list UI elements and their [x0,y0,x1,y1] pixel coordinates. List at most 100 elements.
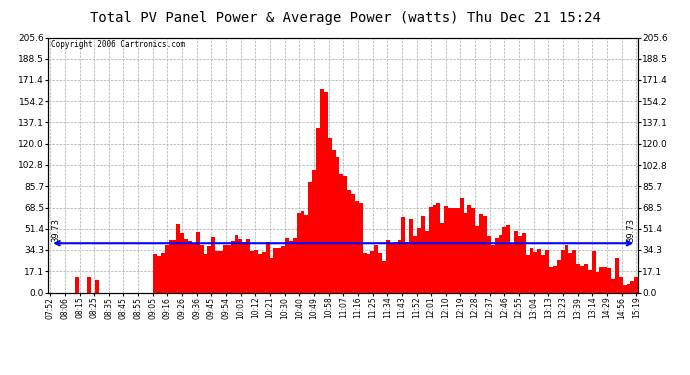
Bar [394,242,397,292]
Bar [498,235,502,292]
Bar [95,280,99,292]
Bar [549,267,553,292]
Bar [262,252,266,292]
Bar [564,245,569,292]
Bar [452,208,456,292]
Bar [254,250,258,292]
Bar [444,207,448,292]
Bar [266,242,270,292]
Bar [607,268,611,292]
Bar [165,245,168,292]
Bar [366,254,371,292]
Bar [219,252,223,292]
Bar [514,231,518,292]
Bar [448,207,452,292]
Bar [320,89,324,292]
Bar [479,214,483,292]
Bar [413,237,417,292]
Bar [538,249,541,292]
Bar [75,277,79,292]
Bar [526,255,530,292]
Bar [273,248,277,292]
Bar [425,231,428,292]
Bar [533,252,538,292]
Bar [153,254,157,292]
Text: Copyright 2006 Cartronics.com: Copyright 2006 Cartronics.com [51,40,186,49]
Bar [623,285,627,292]
Bar [530,248,533,292]
Bar [246,239,250,292]
Bar [456,209,460,292]
Bar [301,211,304,292]
Bar [406,242,409,292]
Bar [580,266,584,292]
Bar [487,236,491,292]
Bar [239,238,242,292]
Bar [285,237,289,292]
Bar [304,215,308,292]
Bar [172,240,177,292]
Bar [522,234,526,292]
Bar [409,219,413,292]
Bar [595,272,600,292]
Bar [184,239,188,292]
Bar [168,240,172,292]
Bar [569,254,572,292]
Bar [188,242,192,292]
Bar [363,253,366,292]
Bar [347,190,351,292]
Bar [502,227,506,292]
Bar [417,228,421,292]
Bar [572,250,576,292]
Bar [433,206,437,292]
Bar [359,202,363,292]
Bar [316,128,320,292]
Bar [382,261,386,292]
Bar [351,194,355,292]
Bar [619,277,623,292]
Bar [560,250,564,292]
Text: 39.73: 39.73 [52,218,61,242]
Bar [437,202,440,292]
Bar [611,279,615,292]
Bar [289,241,293,292]
Bar [227,244,230,292]
Bar [634,277,638,292]
Bar [277,248,282,292]
Bar [312,170,316,292]
Bar [328,138,332,292]
Bar [375,245,378,292]
Bar [204,255,208,292]
Bar [592,251,595,292]
Text: Total PV Panel Power & Average Power (watts) Thu Dec 21 15:24: Total PV Panel Power & Average Power (wa… [90,11,600,25]
Bar [297,213,301,292]
Bar [371,251,375,292]
Bar [506,225,510,292]
Bar [471,208,475,292]
Bar [518,236,522,292]
Bar [421,216,425,292]
Bar [270,258,273,292]
Bar [308,182,313,292]
Bar [161,253,165,292]
Bar [615,258,619,292]
Bar [355,201,359,292]
Bar [631,281,634,292]
Bar [588,270,592,292]
Bar [192,243,196,292]
Bar [242,242,246,292]
Bar [627,284,631,292]
Bar [339,174,344,292]
Bar [293,237,297,292]
Bar [223,244,227,292]
Bar [230,242,235,292]
Bar [510,243,514,292]
Bar [491,244,495,292]
Bar [282,246,285,292]
Bar [483,216,487,292]
Bar [157,256,161,292]
Bar [584,264,588,292]
Bar [553,266,557,292]
Bar [603,267,607,292]
Bar [428,207,433,292]
